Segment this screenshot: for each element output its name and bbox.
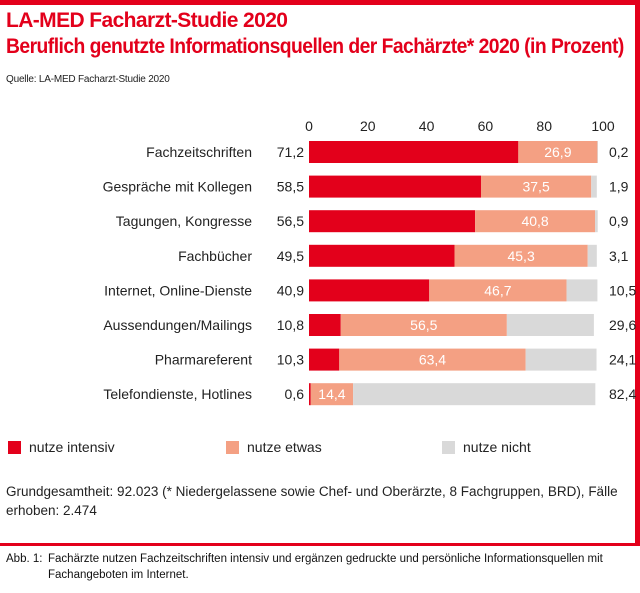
data-label-nicht: 1,9	[609, 179, 629, 195]
top-border	[0, 0, 640, 5]
x-tick-label: 0	[305, 118, 313, 134]
bar-segment-intensiv	[309, 383, 311, 406]
bar-segment-etwas	[429, 279, 567, 302]
bar-segment-etwas	[340, 314, 507, 336]
category-label: Telefondienste, Hotlines	[103, 386, 252, 402]
category-label: Gespräche mit Kollegen	[103, 179, 252, 195]
figure-caption: Abb. 1: Fachärzte nutzen Fachzeitschrift…	[6, 551, 626, 583]
data-label-nicht: 0,9	[609, 213, 629, 229]
bar-segment-nicht	[353, 383, 596, 406]
data-label-etwas: 40,8	[521, 213, 548, 229]
right-border	[635, 0, 640, 546]
data-label-intensiv: 40,9	[277, 282, 304, 298]
data-label-nicht: 0,2	[609, 144, 629, 160]
data-label-intensiv: 0,6	[285, 386, 305, 402]
bar-segment-nicht	[591, 175, 597, 198]
category-label: Fachbücher	[178, 248, 252, 264]
bar-segment-etwas	[480, 175, 592, 198]
data-label-nicht: 3,1	[609, 248, 629, 264]
bar-segment-nicht	[566, 279, 598, 302]
data-label-intensiv: 10,3	[277, 352, 304, 368]
bar-segment-nicht	[525, 348, 597, 371]
x-tick-label: 40	[419, 118, 435, 134]
data-label-intensiv: 56,5	[277, 213, 304, 229]
bar-segment-intensiv	[309, 210, 476, 233]
bar-segment-etwas	[310, 383, 354, 406]
bar-segment-etwas	[454, 244, 588, 267]
data-label-etwas: 45,3	[507, 248, 534, 264]
data-label-nicht: 82,4	[609, 386, 636, 402]
data-label-nicht: 29,6	[609, 317, 636, 333]
legend-label: nutze intensiv	[29, 439, 115, 455]
data-label-etwas: 56,5	[410, 317, 437, 333]
bar-segment-intensiv	[309, 348, 340, 371]
bottom-border	[0, 543, 640, 546]
legend-swatch	[8, 441, 21, 454]
bar-segment-etwas	[475, 210, 596, 233]
legend-swatch	[442, 441, 455, 454]
data-label-intensiv: 49,5	[277, 248, 304, 264]
bar-segment-intensiv	[309, 141, 519, 163]
data-label-etwas: 26,9	[544, 144, 571, 160]
x-tick-label: 20	[360, 118, 376, 134]
bar-segment-nicht	[587, 244, 597, 267]
bar-segment-intensiv	[309, 279, 430, 302]
x-tick-label: 100	[591, 118, 615, 134]
data-label-intensiv: 71,2	[277, 144, 304, 160]
chart-title: LA-MED Facharzt-Studie 2020	[6, 9, 288, 32]
stacked-bar-chart: 0 20 40 60 80 100 Fachzeitschriften 71,2 26,9 0,2…	[8, 118, 636, 455]
legend-label: nutze nicht	[463, 439, 531, 455]
bar-segment-intensiv	[309, 244, 455, 267]
bar-segment-nicht	[595, 210, 598, 233]
data-label-etwas: 46,7	[484, 282, 511, 298]
bar-segment-nicht	[506, 314, 594, 336]
bar-segment-nicht	[597, 141, 599, 163]
source-note: Quelle: LA-MED Facharzt-Studie 2020	[6, 74, 170, 85]
population-note: Grundgesamtheit: 92.023 (* Niedergelasse…	[6, 484, 618, 518]
bar-segment-intensiv	[309, 175, 481, 198]
data-label-etwas: 14,4	[318, 386, 345, 402]
data-label-etwas: 37,5	[522, 179, 549, 195]
x-tick-label: 60	[478, 118, 494, 134]
category-label: Pharmareferent	[155, 352, 252, 368]
category-label: Tagungen, Kongresse	[116, 213, 252, 229]
category-label: Fachzeitschriften	[146, 144, 252, 160]
bar-segment-etwas	[339, 348, 526, 371]
data-label-nicht: 24,1	[609, 352, 636, 368]
legend-label: nutze etwas	[247, 439, 322, 455]
data-label-intensiv: 10,8	[277, 317, 304, 333]
bar-segment-etwas	[518, 141, 598, 163]
category-label: Internet, Online-Dienste	[104, 282, 252, 298]
caption-text: Fachärzte nutzen Fachzeitschriften inten…	[48, 553, 603, 581]
caption-label: Abb. 1:	[6, 553, 43, 565]
data-label-nicht: 10,5	[609, 282, 636, 298]
bar-segment-intensiv	[309, 314, 341, 336]
x-tick-label: 80	[536, 118, 552, 134]
data-label-intensiv: 58,5	[277, 179, 304, 195]
category-label: Aussendungen/Mailings	[103, 317, 252, 333]
legend-swatch	[226, 441, 239, 454]
chart-subtitle: Beruflich genutzte Informationsquellen d…	[6, 35, 624, 58]
data-label-etwas: 63,4	[419, 352, 446, 368]
